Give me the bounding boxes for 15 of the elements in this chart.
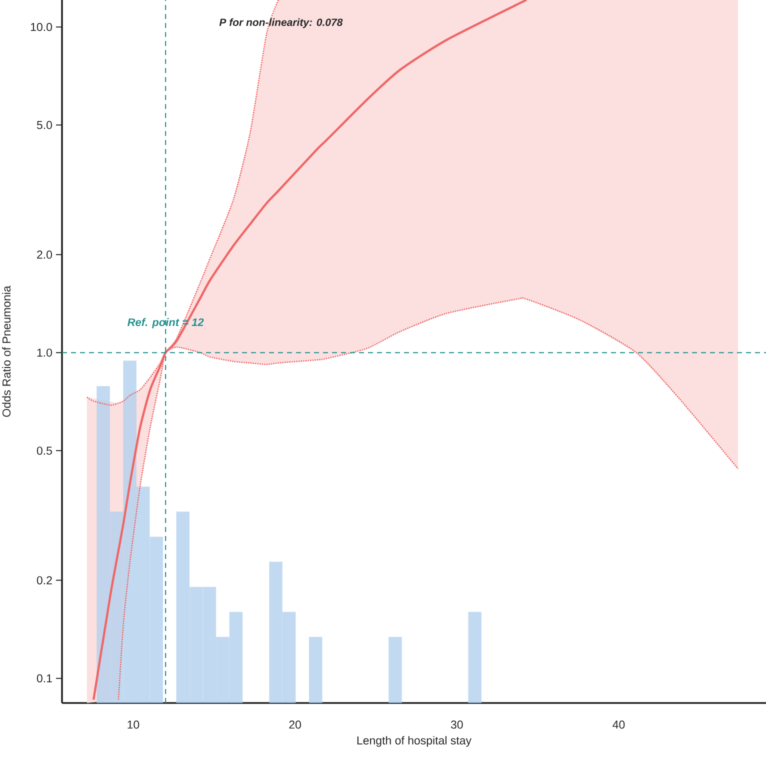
x-tick-label: 20 — [289, 720, 301, 729]
y-tick-label: 0.5 — [36, 446, 52, 455]
x-tick-label: 40 — [612, 720, 625, 729]
x-axis-title: Length of hospital stay — [357, 736, 472, 747]
y-tick-label: 0.1 — [36, 674, 52, 682]
y-axis-title: Odds Ratio of Pneumonia — [2, 286, 11, 417]
y-tick-label: 5.0 — [36, 120, 52, 130]
ref-line-label: Ref. point = 12 — [128, 318, 204, 328]
y-tick-label: 2.0 — [37, 250, 52, 259]
y-tick-label: 1.0 — [37, 348, 52, 357]
x-tick-label: 30 — [450, 720, 463, 729]
y-tick-label: 0.2 — [36, 576, 52, 584]
annotation: P for non-linearity: 0.078 — [219, 18, 343, 28]
x-tick-label: 10 — [128, 720, 140, 729]
y-tick-label: 10.0 — [30, 22, 52, 32]
